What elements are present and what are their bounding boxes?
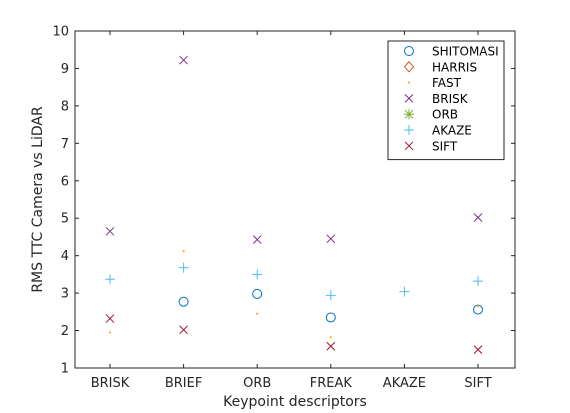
- y-tick-label: 6: [61, 174, 69, 189]
- data-point: [179, 325, 188, 335]
- data-point: [326, 341, 336, 351]
- legend-label: ORB: [432, 108, 458, 122]
- y-tick-label: 5: [61, 212, 69, 227]
- x-tick-label: AKAZE: [383, 376, 426, 391]
- data-point: [329, 336, 332, 339]
- legend-marker: [407, 81, 411, 84]
- y-tick-label: 4: [61, 249, 69, 264]
- legend-label: SIFT: [432, 139, 458, 153]
- legend-label: FAST: [432, 76, 462, 90]
- x-axis-label: Keypoint descriptors: [223, 394, 367, 410]
- data-point: [108, 331, 112, 334]
- legend-marker: [403, 61, 415, 73]
- y-tick-label: 1: [61, 362, 69, 377]
- x-tick-label: BRISK: [91, 376, 130, 391]
- y-tick-label: 7: [61, 137, 69, 152]
- data-point: [473, 276, 483, 287]
- data-point: [326, 234, 336, 244]
- data-point: [252, 235, 262, 244]
- data-point: [252, 288, 263, 299]
- data-point: [178, 262, 189, 273]
- data-marks: [105, 55, 483, 355]
- data-point: [182, 250, 185, 253]
- legend-label: HARRIS: [432, 60, 477, 74]
- x-tick-label: ORB: [243, 376, 271, 391]
- data-point: [473, 345, 483, 355]
- data-point: [252, 269, 263, 280]
- legend-label: AKAZE: [432, 124, 472, 138]
- legend-marker: [404, 109, 414, 120]
- x-tick-label: FREAK: [310, 376, 353, 391]
- data-point: [473, 304, 483, 315]
- legend-label: BRISK: [432, 92, 469, 106]
- data-point: [105, 226, 115, 236]
- data-point: [105, 274, 115, 285]
- data-point: [325, 290, 336, 301]
- data-point: [179, 55, 188, 65]
- data-point: [476, 305, 480, 308]
- legend-marker: [404, 141, 414, 151]
- y-tick-label: 10: [52, 25, 69, 40]
- data-point: [105, 314, 115, 323]
- y-tick-label: 8: [61, 99, 69, 114]
- y-tick-label: 3: [61, 287, 69, 302]
- x-tick-label: SIFT: [464, 376, 491, 391]
- legend-marker: [404, 94, 414, 103]
- legend-marker: [404, 46, 414, 56]
- data-point: [325, 312, 336, 323]
- y-axis-label: RMS TTC Camera vs LiDAR: [30, 106, 46, 293]
- axes: [74, 30, 516, 369]
- data-point: [256, 312, 259, 315]
- y-tick-label: 2: [61, 324, 69, 339]
- legend-label: SHITOMASI: [432, 45, 499, 59]
- y-tick-label: 9: [61, 62, 69, 77]
- plot-box: [74, 30, 516, 369]
- x-tick-label: BRIEF: [165, 376, 202, 391]
- data-point: [473, 213, 483, 222]
- data-point: [178, 296, 189, 307]
- legend-marker: [404, 125, 414, 135]
- data-point: [399, 286, 410, 297]
